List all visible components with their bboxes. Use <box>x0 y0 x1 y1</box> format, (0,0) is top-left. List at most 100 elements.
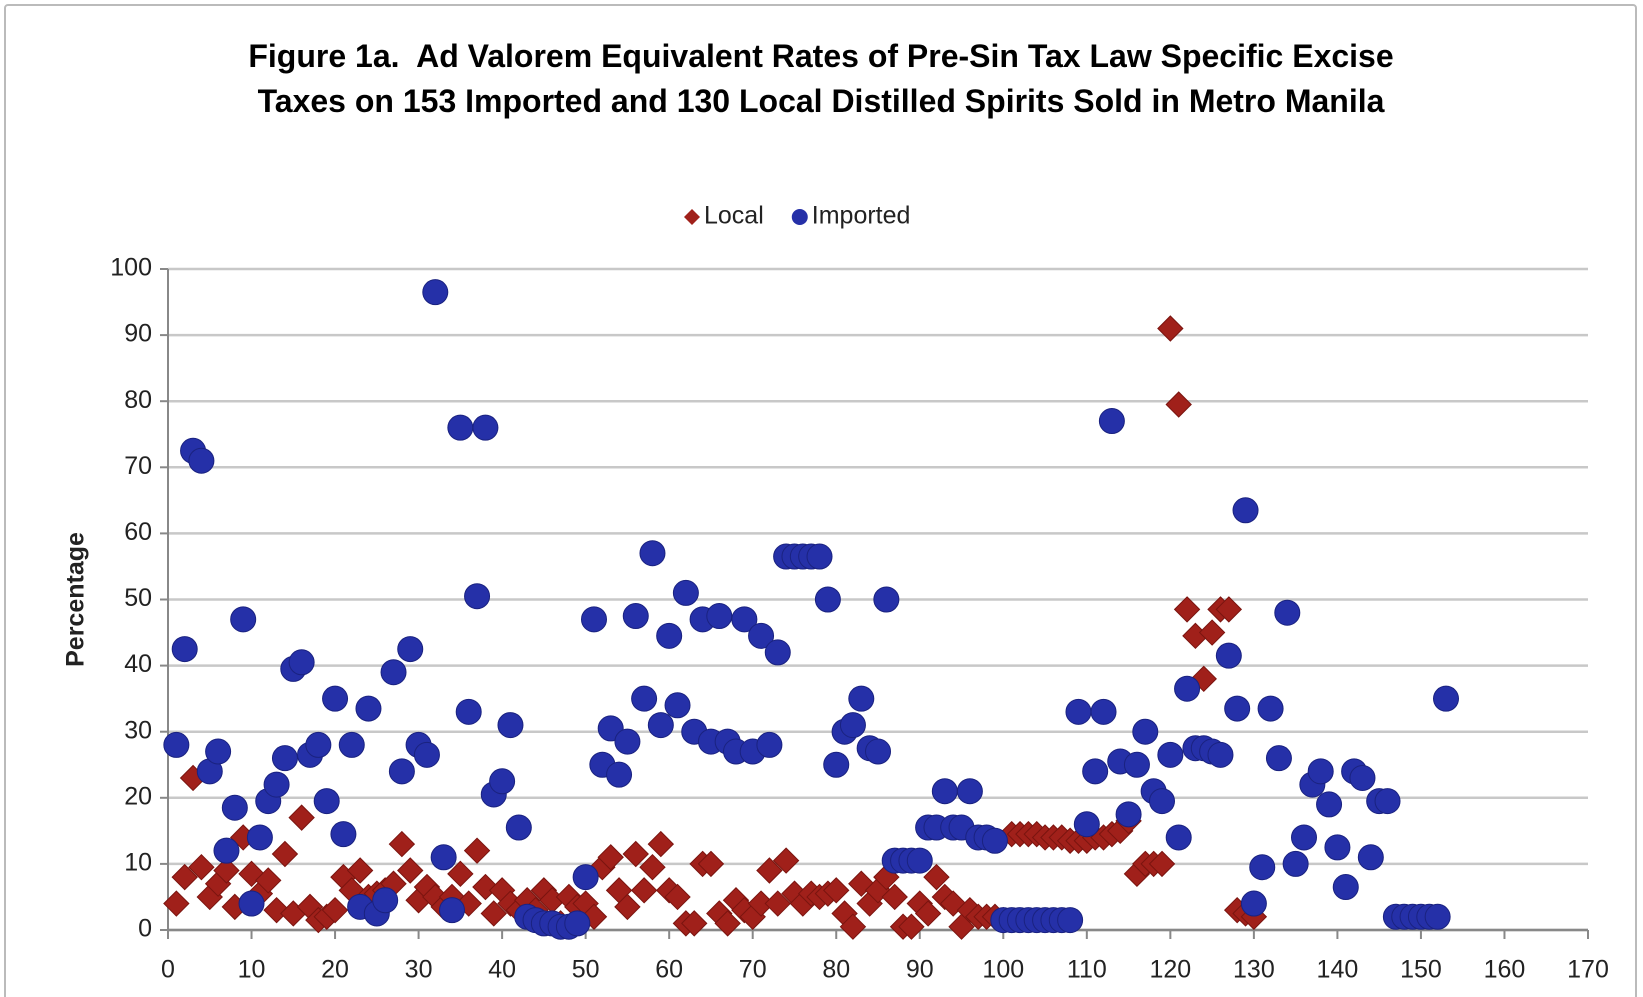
point <box>346 857 374 884</box>
point <box>706 603 733 630</box>
point <box>205 738 232 765</box>
point <box>1349 764 1376 791</box>
point <box>263 896 290 924</box>
point <box>355 695 382 722</box>
point <box>163 890 190 917</box>
point <box>622 603 649 630</box>
x-tick-label: 30 <box>405 956 433 984</box>
point <box>597 844 624 871</box>
point <box>764 639 791 666</box>
point <box>1249 854 1276 881</box>
point <box>731 606 758 633</box>
point <box>898 913 925 940</box>
point <box>1190 665 1217 693</box>
chart-frame <box>4 4 1637 997</box>
point <box>572 864 599 891</box>
point <box>397 857 424 884</box>
point <box>1090 698 1117 725</box>
point <box>923 863 950 891</box>
x-tick-label: 0 <box>161 956 175 984</box>
point <box>238 890 265 917</box>
point <box>756 857 783 884</box>
point <box>246 824 273 851</box>
point <box>422 279 449 306</box>
point <box>1157 315 1184 342</box>
point <box>1374 788 1401 815</box>
x-tick-label: 160 <box>1484 956 1526 984</box>
point <box>664 883 691 911</box>
point <box>756 731 783 758</box>
point <box>1433 685 1459 712</box>
point <box>505 814 532 841</box>
point <box>1307 758 1334 785</box>
x-tick-label: 10 <box>238 956 266 984</box>
point <box>321 896 349 924</box>
point <box>981 827 1008 854</box>
point <box>472 414 499 441</box>
point <box>464 583 491 610</box>
point <box>1224 695 1251 722</box>
point <box>388 830 416 858</box>
x-tick-label: 50 <box>572 956 600 984</box>
point <box>230 606 257 633</box>
y-tick-label: 60 <box>124 518 152 546</box>
point <box>213 857 240 884</box>
point <box>1165 391 1192 418</box>
chart-title: Figure 1a. Ad Valorem Equivalent Rates o… <box>248 38 1403 119</box>
y-tick-label: 10 <box>124 849 152 877</box>
x-tick-label: 70 <box>739 956 767 984</box>
point <box>839 712 866 739</box>
point <box>1115 801 1142 828</box>
point <box>1082 758 1109 785</box>
y-axis-label: Percentage <box>62 532 90 667</box>
x-tick-label: 110 <box>1067 956 1107 984</box>
y-tick-label: 90 <box>124 320 152 348</box>
x-tick-label: 40 <box>488 956 516 984</box>
point <box>447 860 474 888</box>
point <box>1123 751 1150 778</box>
point <box>1332 874 1359 901</box>
point <box>639 540 666 567</box>
point <box>1357 844 1384 871</box>
point <box>848 685 875 712</box>
point <box>647 830 675 858</box>
point <box>614 893 641 921</box>
point <box>814 586 841 613</box>
x-tick-label: 140 <box>1317 956 1359 984</box>
point <box>188 853 215 881</box>
point <box>1324 834 1351 861</box>
point <box>622 840 649 868</box>
x-tick-label: 130 <box>1233 956 1275 984</box>
x-tick-label: 60 <box>655 956 683 984</box>
point <box>1198 619 1226 646</box>
point <box>288 649 315 676</box>
point <box>455 698 482 725</box>
point <box>1065 698 1092 725</box>
point <box>606 761 633 788</box>
x-tick-label: 80 <box>822 956 850 984</box>
point <box>1132 718 1159 745</box>
point <box>1274 599 1301 626</box>
point <box>338 731 365 758</box>
point <box>188 447 215 474</box>
point <box>865 738 891 765</box>
point <box>271 840 299 868</box>
point <box>656 622 683 649</box>
point <box>213 837 240 864</box>
point <box>305 731 332 758</box>
point <box>564 910 591 937</box>
point <box>914 900 942 927</box>
point <box>171 863 198 891</box>
point <box>1282 850 1309 877</box>
x-tick-label: 170 <box>1567 956 1609 984</box>
point <box>1073 811 1100 838</box>
legend-marker <box>684 209 700 225</box>
point <box>956 778 983 805</box>
point <box>1057 907 1084 934</box>
y-tick-label: 80 <box>124 386 152 414</box>
point <box>372 887 399 914</box>
point <box>1265 745 1292 772</box>
point <box>472 873 499 901</box>
point <box>1174 675 1201 702</box>
point <box>1207 741 1234 768</box>
